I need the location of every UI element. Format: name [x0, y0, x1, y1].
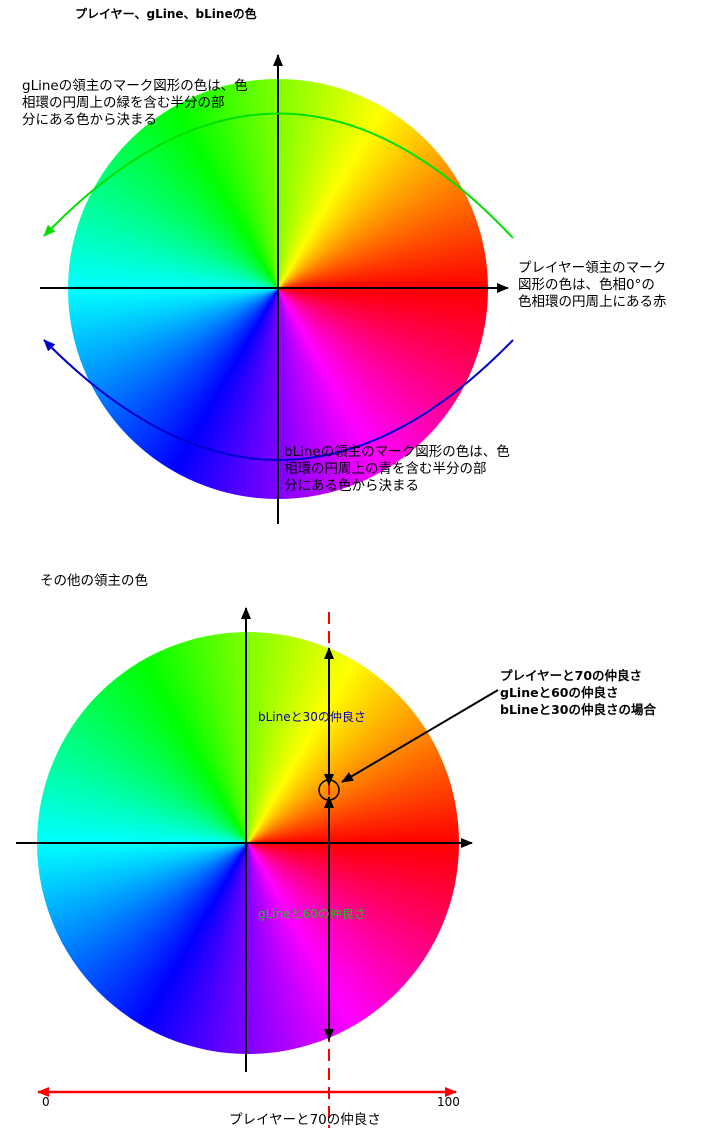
top-title: プレイヤー、gLine、bLineの色: [75, 7, 257, 21]
gline-note-line: 分にある色から決まる: [22, 112, 157, 128]
blue-arc: [43, 339, 514, 461]
player-note-line: 図形の色は、色相0°の: [518, 277, 655, 293]
bline-note-line: 相環の円周上の青を含む半分の部: [284, 461, 487, 477]
example-note-line: プレイヤーと70の仲良さ: [500, 668, 643, 683]
player-note-line: プレイヤー領主のマーク: [518, 260, 667, 276]
bottom-title: その他の領主の色: [40, 573, 148, 589]
example-note: プレイヤーと70の仲良さ gLineと60の仲良さ bLineと30の仲良さの場…: [500, 667, 656, 718]
pointer-arrow: [341, 689, 499, 783]
gline-note-line: 相環の円周上の緑を含む半分の部: [22, 95, 225, 111]
gline-note-line: gLineの領主のマーク図形の色は、色: [22, 78, 248, 94]
player-note: プレイヤー領主のマーク 図形の色は、色相0°の 色相環の円周上にある赤: [518, 260, 667, 311]
player-note-line: 色相環の円周上にある赤: [518, 294, 667, 310]
axis-max-label: 100: [437, 1095, 460, 1109]
example-note-line: gLineと60の仲良さ: [500, 685, 619, 700]
axis-min-label: 0: [42, 1095, 50, 1109]
example-note-line: bLineと30の仲良さの場合: [500, 702, 656, 717]
bline-note: bLineの領主のマーク図形の色は、色 相環の円周上の青を含む半分の部 分にある…: [284, 444, 510, 495]
green-arc: [43, 112, 514, 239]
gline-affinity-label: gLineと60の仲良さ: [258, 907, 366, 921]
gline-note: gLineの領主のマーク図形の色は、色 相環の円周上の緑を含む半分の部 分にある…: [22, 78, 248, 129]
bline-note-line: 分にある色から決まる: [284, 478, 419, 494]
result-point-circle: [318, 779, 340, 801]
player-affinity-axis-label: プレイヤーと70の仲良さ: [229, 1112, 381, 1128]
bline-note-line: bLineの領主のマーク図形の色は、色: [284, 444, 510, 460]
bline-affinity-label: bLineと30の仲良さ: [258, 710, 366, 724]
